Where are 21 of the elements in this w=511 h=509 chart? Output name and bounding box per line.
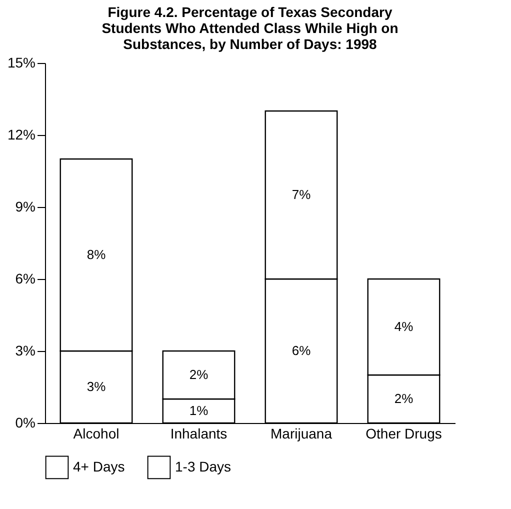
y-tick-label: 15%: [7, 54, 36, 70]
legend-label: 4+ Days: [73, 458, 125, 474]
data-label: 2%: [394, 391, 414, 406]
data-label: 6%: [292, 343, 312, 358]
data-label: 3%: [86, 379, 106, 394]
data-label: 1%: [189, 403, 209, 418]
data-label: 4%: [394, 319, 414, 334]
y-tick-label: 12%: [7, 126, 36, 142]
x-tick-label: Marijuana: [270, 426, 332, 442]
data-label: 8%: [86, 247, 106, 262]
y-tick-label: 9%: [15, 198, 36, 214]
x-tick-label: Other Drugs: [366, 426, 442, 442]
y-tick-label: 0%: [15, 414, 36, 430]
x-tick-label: Alcohol: [73, 426, 120, 442]
x-tick-label: Inhalants: [170, 426, 228, 442]
chart-title: Figure 4.2. Percentage of Texas Secondary Students Who Attended Class While High on Substances, by Number of Days: 1998: [102, 4, 398, 52]
y-tick-label: 6%: [15, 270, 36, 286]
y-tick-label: 3%: [15, 342, 36, 358]
data-label: 7%: [292, 187, 312, 202]
legend-label: 1-3 Days: [175, 458, 232, 474]
data-label: 2%: [189, 367, 209, 382]
